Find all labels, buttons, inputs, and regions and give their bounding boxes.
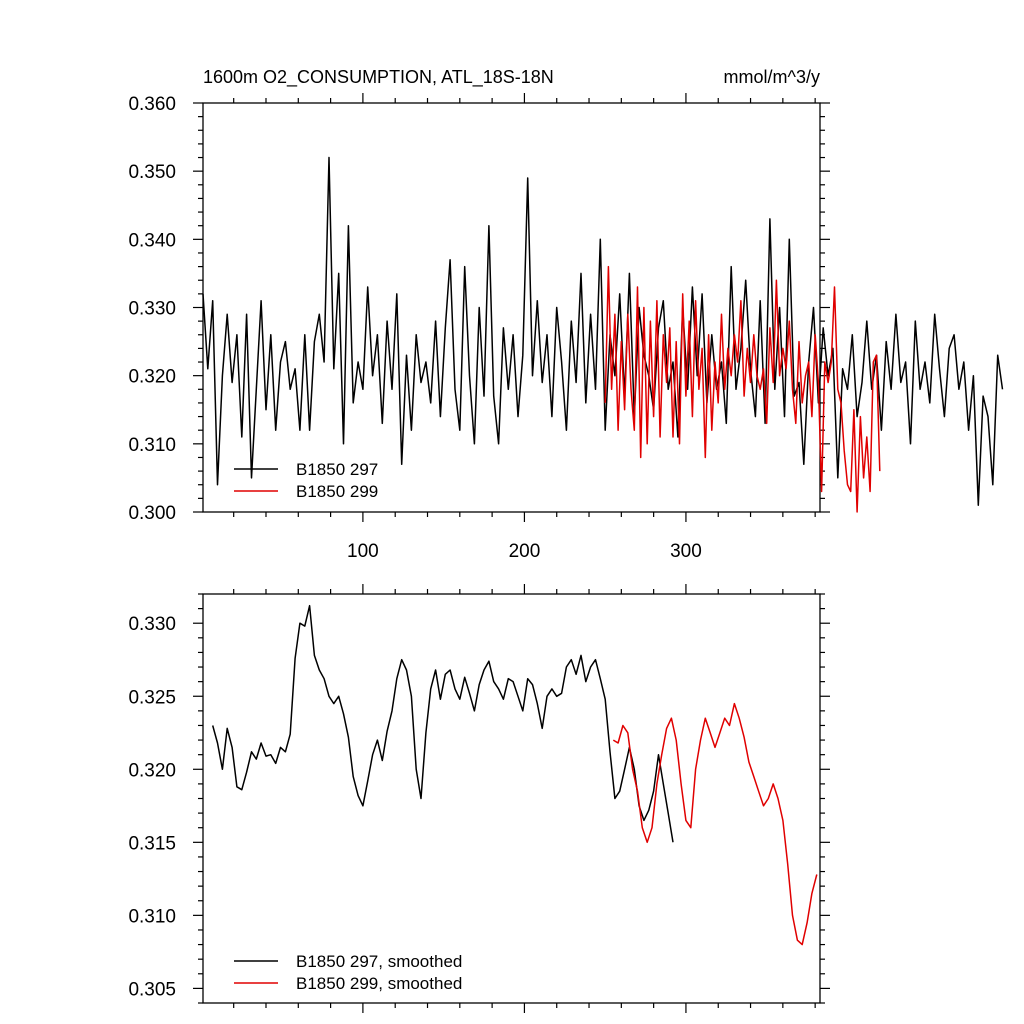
top-x-tick-label: 300 — [670, 541, 702, 562]
legend-label-b1850-299: B1850 299 — [296, 482, 378, 501]
top-axis-ticks — [193, 93, 830, 522]
bottom-y-tick-label: 0.330 — [128, 614, 176, 635]
bottom-series-group — [211, 604, 818, 946]
bottom-panel: 0.305 0.310 0.315 0.320 0.325 0.330 B1850 297… — [128, 584, 830, 1013]
chart-units: mmol/m^3/y — [724, 67, 820, 87]
top-y-tick-label: 0.300 — [128, 503, 176, 524]
top-plot-frame — [202, 102, 821, 513]
legend-label-b1850-297: B1850 297 — [296, 460, 378, 479]
series-line-b1850-297 — [202, 156, 1004, 506]
bottom-axis-ticks — [193, 584, 830, 1013]
series-line-b1850-299-smoothed — [612, 702, 818, 946]
bottom-y-tick-label: 0.305 — [128, 979, 176, 1000]
series-line-b1850-297-smoothed — [211, 604, 674, 843]
bottom-y-tick-label: 0.325 — [128, 687, 176, 708]
legend-label-b1850-297-smoothed: B1850 297, smoothed — [296, 952, 462, 971]
top-series-group — [202, 156, 1004, 513]
top-x-tick-label: 200 — [509, 541, 541, 562]
bottom-y-tick-label: 0.315 — [128, 833, 176, 854]
bottom-legend: B1850 297, smoothed B1850 299, smoothed — [234, 952, 462, 993]
series-line-b1850-299 — [604, 265, 881, 513]
top-y-tick-label: 0.310 — [128, 435, 176, 456]
top-y-tick-labels: 0.300 0.310 0.320 0.330 0.340 0.350 0.360 — [128, 94, 176, 524]
top-y-tick-label: 0.320 — [128, 367, 176, 388]
top-panel: 0.300 0.310 0.320 0.330 0.340 0.350 0.360 100 2… — [128, 67, 1004, 562]
bottom-y-tick-label: 0.320 — [128, 760, 176, 781]
bottom-y-tick-labels: 0.305 0.310 0.315 0.320 0.325 0.330 — [128, 614, 176, 1000]
top-y-tick-label: 0.360 — [128, 94, 176, 115]
legend-label-b1850-299-smoothed: B1850 299, smoothed — [296, 974, 462, 993]
top-legend: B1850 297 B1850 299 — [234, 460, 378, 501]
bottom-y-tick-label: 0.310 — [128, 906, 176, 927]
top-x-tick-label: 100 — [347, 541, 379, 562]
top-y-tick-label: 0.350 — [128, 162, 176, 183]
top-y-tick-label: 0.330 — [128, 299, 176, 320]
chart-title: 1600m O2_CONSUMPTION, ATL_18S-18N — [203, 67, 554, 88]
top-x-tick-labels: 100 200 300 — [347, 541, 702, 562]
top-y-tick-label: 0.340 — [128, 230, 176, 251]
